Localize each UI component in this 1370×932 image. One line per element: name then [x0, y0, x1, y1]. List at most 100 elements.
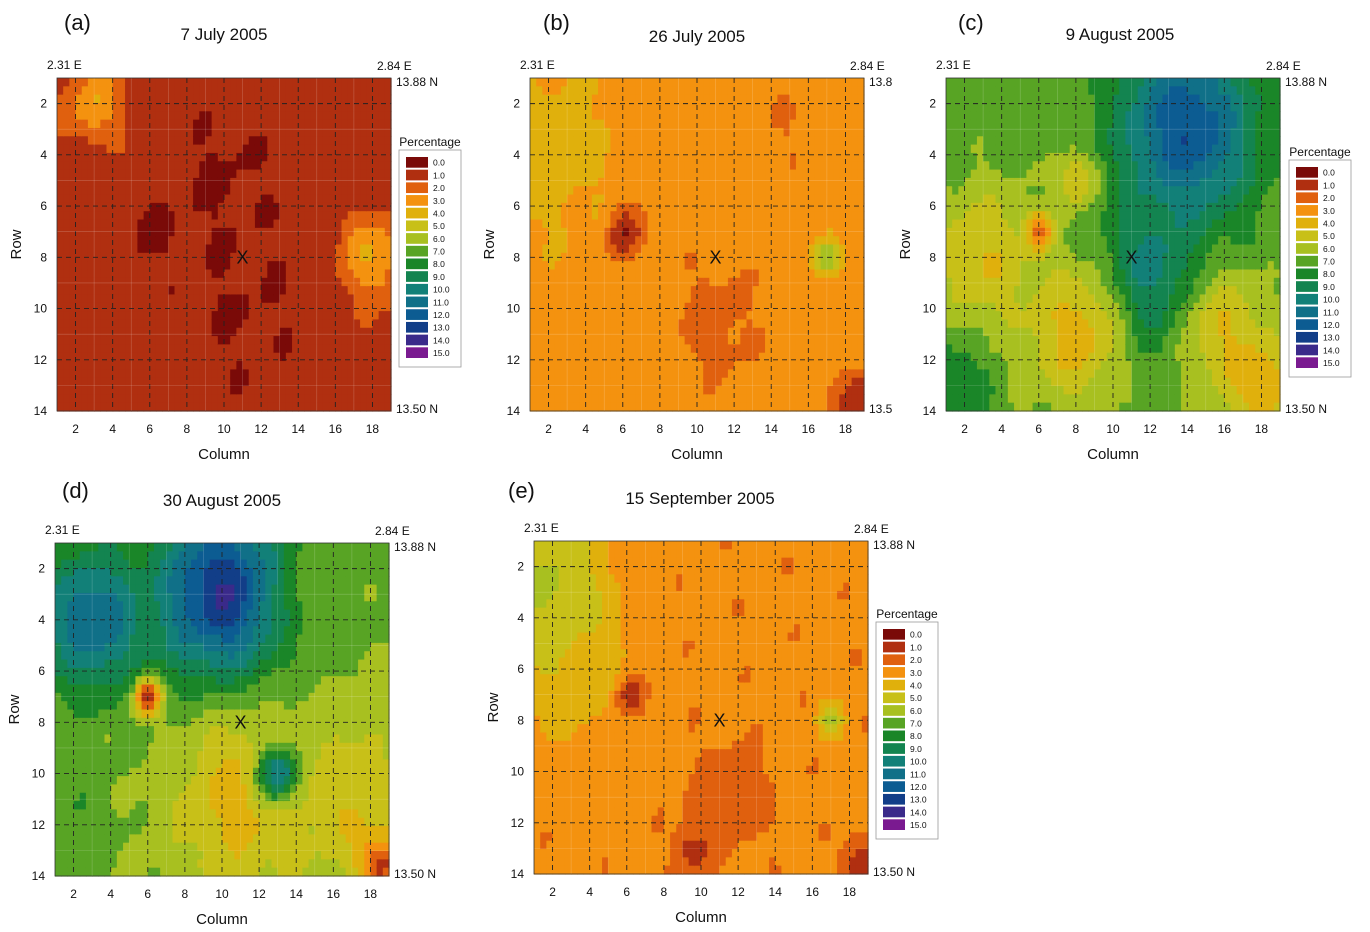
heatmap-cell	[57, 245, 64, 254]
heatmap-cell	[833, 95, 840, 104]
heatmap-cell	[63, 344, 70, 353]
heatmap-cell	[1008, 319, 1015, 328]
heatmap-cell	[635, 269, 642, 278]
heatmap-cell	[335, 78, 342, 87]
heatmap-cell	[685, 78, 692, 87]
heatmap-cell	[709, 153, 716, 162]
heatmap-cell	[317, 111, 324, 120]
heatmap-cell	[243, 145, 250, 154]
heatmap-cell	[212, 344, 219, 353]
heatmap-cell	[858, 328, 865, 337]
heatmap-cell	[648, 403, 655, 412]
heatmap-cell	[1002, 195, 1009, 204]
heatmap-cell	[977, 78, 984, 87]
heatmap-cell	[858, 294, 865, 303]
heatmap-cell	[971, 319, 978, 328]
heatmap-cell	[137, 78, 144, 87]
heatmap-cell	[623, 170, 630, 179]
heatmap-cell	[261, 161, 268, 170]
heatmap-cell	[230, 269, 237, 278]
heatmap-cell	[323, 294, 330, 303]
heatmap-cell	[573, 186, 580, 195]
heatmap-cell	[125, 120, 132, 129]
heatmap-cell	[360, 361, 367, 370]
heatmap-cell	[323, 186, 330, 195]
heatmap-cell	[125, 95, 132, 104]
heatmap-cell	[1008, 353, 1015, 362]
heatmap-cell	[965, 145, 972, 154]
heatmap-cell	[1020, 278, 1027, 287]
heatmap-cell	[57, 86, 64, 95]
x-tick-label: 2	[545, 422, 552, 436]
heatmap-cell	[236, 228, 243, 237]
heatmap-cell	[722, 195, 729, 204]
heatmap-cell	[230, 145, 237, 154]
heatmap-cell	[648, 178, 655, 187]
heatmap-cell	[298, 394, 305, 403]
heatmap-cell	[286, 328, 293, 337]
heatmap-cell	[286, 403, 293, 412]
heatmap-cell	[833, 245, 840, 254]
heatmap-cell	[199, 328, 206, 337]
heatmap-cell	[119, 145, 126, 154]
heatmap-cell	[94, 294, 101, 303]
heatmap-cell	[740, 286, 747, 295]
heatmap-cell	[952, 294, 959, 303]
heatmap-cell	[549, 294, 556, 303]
heatmap-cell	[348, 103, 355, 112]
heatmap-cell	[740, 203, 747, 212]
heatmap-cell	[952, 170, 959, 179]
heatmap-cell	[567, 170, 574, 179]
heatmap-cell	[205, 220, 212, 229]
heatmap-cell	[648, 294, 655, 303]
heatmap-cell	[604, 286, 611, 295]
heatmap-cell	[125, 403, 132, 412]
heatmap-cell	[672, 111, 679, 120]
heatmap-cell	[175, 111, 182, 120]
heatmap-cell	[697, 394, 704, 403]
heatmap-cell	[267, 236, 274, 245]
heatmap-cell	[821, 86, 828, 95]
heatmap-cell	[660, 245, 667, 254]
heatmap-cell	[379, 220, 386, 229]
heatmap-cell	[971, 203, 978, 212]
heatmap-cell	[833, 145, 840, 154]
heatmap-cell	[759, 344, 766, 353]
heatmap-cell	[635, 211, 642, 220]
heatmap-cell	[385, 170, 392, 179]
heatmap-cell	[205, 369, 212, 378]
heatmap-cell	[57, 236, 64, 245]
heatmap-cell	[63, 161, 70, 170]
heatmap-cell	[604, 344, 611, 353]
corner-label-right-top: 13.88 N	[396, 75, 438, 89]
heatmap-cell	[709, 203, 716, 212]
heatmap-cell	[168, 170, 175, 179]
heatmap-cell	[759, 78, 766, 87]
heatmap-cell	[660, 78, 667, 87]
heatmap-cell	[796, 369, 803, 378]
heatmap-cell	[131, 136, 138, 145]
heatmap-cell	[592, 120, 599, 129]
heatmap-cell	[212, 328, 219, 337]
heatmap-cell	[1014, 203, 1021, 212]
heatmap-cell	[273, 369, 280, 378]
heatmap-cell	[261, 228, 268, 237]
heatmap-cell	[808, 145, 815, 154]
heatmap-cell	[777, 328, 784, 337]
heatmap-cell	[567, 303, 574, 312]
heatmap-cell	[833, 269, 840, 278]
heatmap-cell	[685, 336, 692, 345]
heatmap-cell	[175, 261, 182, 270]
heatmap-cell	[342, 86, 349, 95]
heatmap-cell	[119, 95, 126, 104]
heatmap-cell	[592, 311, 599, 320]
heatmap-cell	[815, 369, 822, 378]
heatmap-cell	[175, 120, 182, 129]
heatmap-cell	[567, 195, 574, 204]
heatmap-cell	[119, 136, 126, 145]
heatmap-cell	[1020, 178, 1027, 187]
heatmap-cell	[946, 344, 953, 353]
heatmap-cell	[273, 195, 280, 204]
heatmap-cell	[567, 386, 574, 395]
heatmap-cell	[156, 203, 163, 212]
